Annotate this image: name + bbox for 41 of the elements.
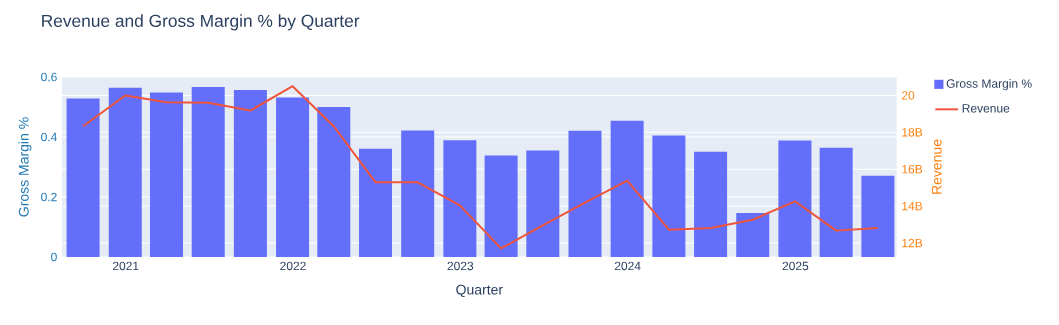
y-tick-label: 0: [51, 252, 57, 262]
bar: [484, 155, 518, 257]
x-axis-title: Quarter: [456, 284, 503, 298]
y-tick-label: 0.2: [41, 192, 57, 202]
bar: [819, 147, 853, 257]
x-tick-label: 2022: [280, 261, 306, 271]
x-tick-label: 2024: [614, 261, 641, 271]
x-tick-label: 2021: [112, 261, 139, 271]
y2-tick-label: 18B: [902, 128, 923, 137]
x-tick-label: 2023: [447, 261, 474, 271]
legend-label: Revenue: [962, 104, 1010, 113]
bar: [150, 92, 184, 257]
y-tick-label: 0.4: [41, 132, 57, 142]
y2-tick-label: 20: [901, 91, 915, 100]
legend-label: Gross Margin %: [946, 79, 1032, 91]
y2-tick-label: 14B: [902, 201, 923, 211]
y2-tick-label: 12B: [902, 238, 923, 248]
y2-tick-label: 16B: [902, 164, 923, 174]
y-axis-title: Gross Margin %: [18, 117, 32, 217]
bar: [317, 107, 351, 257]
bar: [861, 175, 895, 257]
line-series: [82, 85, 879, 250]
bar: [66, 98, 100, 257]
bar: [233, 89, 267, 257]
bar: [443, 140, 477, 257]
bar: [276, 97, 310, 257]
bar: [568, 130, 602, 257]
bar: [359, 148, 393, 257]
bar: [778, 140, 812, 257]
bar: [652, 135, 686, 257]
bar: [694, 151, 728, 257]
bar: [401, 130, 435, 257]
x-tick-label: 2025: [782, 261, 809, 271]
y2-axis-title: Revenue: [931, 139, 942, 194]
bar: [108, 87, 142, 257]
bar: [526, 150, 560, 257]
bar: [191, 86, 225, 257]
bar: [736, 212, 770, 257]
y-tick-label: 0.6: [41, 72, 57, 82]
bar: [610, 120, 644, 257]
chart-title: Revenue and Gross Margin % by Quarter: [42, 14, 360, 31]
